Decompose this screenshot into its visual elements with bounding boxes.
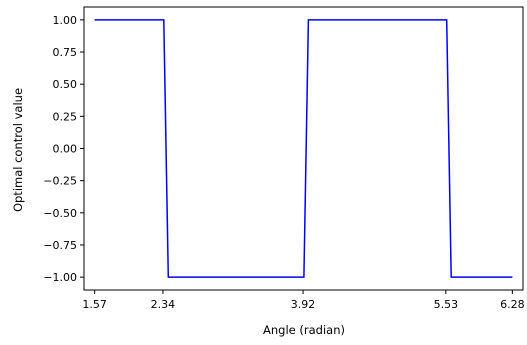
x-tick-label: 1.57 (82, 298, 107, 311)
x-tick-label: 3.92 (291, 298, 316, 311)
x-axis: 1.57 2.34 3.92 5.53 6.28 (82, 290, 525, 311)
plot-area (83, 6, 524, 291)
y-tick-label: −0.75 (43, 239, 77, 252)
y-tick-label: 0.50 (53, 78, 78, 91)
y-tick-label: 0.25 (53, 110, 78, 123)
y-tick-label: −1.00 (43, 271, 77, 284)
y-tick-label: −0.50 (43, 207, 77, 220)
y-axis: 1.00 0.75 0.50 0.25 0.00 −0.25 −0.50 −0.75 −1.00 (43, 14, 84, 284)
x-tick-label: 5.53 (434, 298, 459, 311)
y-tick-label: 0.00 (53, 143, 78, 156)
series-line (94, 19, 513, 278)
y-tick-label: 1.00 (53, 14, 78, 27)
x-tick-label: 2.34 (151, 298, 176, 311)
y-tick-label: −0.25 (43, 175, 77, 188)
y-axis-label: Optimal control value (11, 88, 25, 212)
x-tick-label: 6.28 (500, 298, 525, 311)
x-axis-label: Angle (radian) (263, 323, 345, 337)
y-tick-label: 0.75 (53, 46, 78, 59)
